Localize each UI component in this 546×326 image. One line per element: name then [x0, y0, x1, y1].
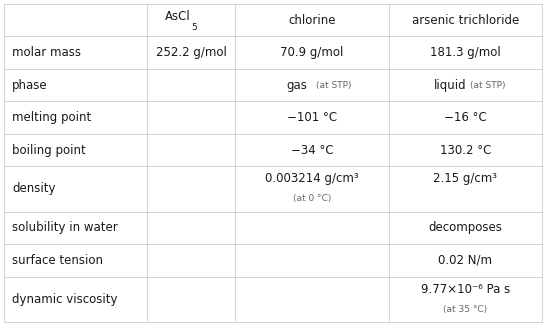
- Text: (at 35 °C): (at 35 °C): [443, 305, 488, 314]
- Text: 5: 5: [191, 23, 197, 32]
- Text: boiling point: boiling point: [12, 143, 86, 156]
- Text: 9.77×10⁻⁶ Pa s: 9.77×10⁻⁶ Pa s: [421, 283, 510, 296]
- Text: −16 °C: −16 °C: [444, 111, 486, 124]
- Text: melting point: melting point: [12, 111, 91, 124]
- Text: chlorine: chlorine: [288, 14, 336, 27]
- Text: surface tension: surface tension: [12, 254, 103, 267]
- Text: density: density: [12, 183, 56, 196]
- Text: 2.15 g/cm³: 2.15 g/cm³: [434, 172, 497, 185]
- Text: AsCl: AsCl: [165, 10, 191, 23]
- Text: (at 0 °C): (at 0 °C): [293, 194, 331, 203]
- Text: 181.3 g/mol: 181.3 g/mol: [430, 46, 501, 59]
- Text: arsenic trichloride: arsenic trichloride: [412, 14, 519, 27]
- Text: molar mass: molar mass: [12, 46, 81, 59]
- Text: 130.2 °C: 130.2 °C: [440, 143, 491, 156]
- Text: solubility in water: solubility in water: [12, 221, 118, 234]
- Text: (at STP): (at STP): [316, 81, 352, 90]
- Text: −34 °C: −34 °C: [290, 143, 333, 156]
- Text: −101 °C: −101 °C: [287, 111, 337, 124]
- Text: (at STP): (at STP): [470, 81, 505, 90]
- Text: 70.9 g/mol: 70.9 g/mol: [280, 46, 343, 59]
- Text: phase: phase: [12, 79, 48, 92]
- Text: decomposes: decomposes: [429, 221, 502, 234]
- Text: 0.003214 g/cm³: 0.003214 g/cm³: [265, 172, 359, 185]
- Text: 252.2 g/mol: 252.2 g/mol: [156, 46, 227, 59]
- Text: 0.02 N/m: 0.02 N/m: [438, 254, 492, 267]
- Text: liquid: liquid: [434, 79, 467, 92]
- Text: dynamic viscosity: dynamic viscosity: [12, 293, 117, 306]
- Text: gas: gas: [287, 79, 307, 92]
